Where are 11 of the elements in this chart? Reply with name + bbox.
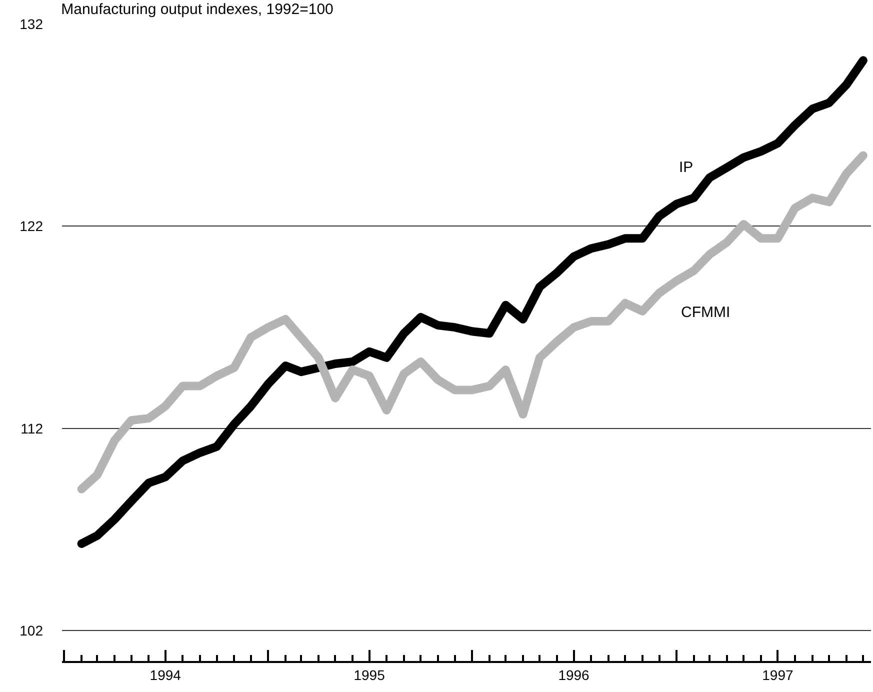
y-tick-label: 112 [20, 420, 44, 436]
y-tick-label: 102 [20, 622, 44, 639]
x-tick-label: 1995 [354, 666, 386, 683]
chart-title: Manufacturing output indexes, 1992=100 [61, 0, 334, 18]
x-tick-label: 1997 [762, 666, 794, 683]
y-tick-label: 132 [20, 16, 44, 32]
series-label: CFMMI [681, 304, 730, 321]
x-tick-label: 1996 [558, 666, 590, 683]
series-label: IP [679, 159, 694, 176]
x-tick-label: 1994 [150, 666, 182, 683]
y-tick-label: 122 [20, 218, 44, 234]
